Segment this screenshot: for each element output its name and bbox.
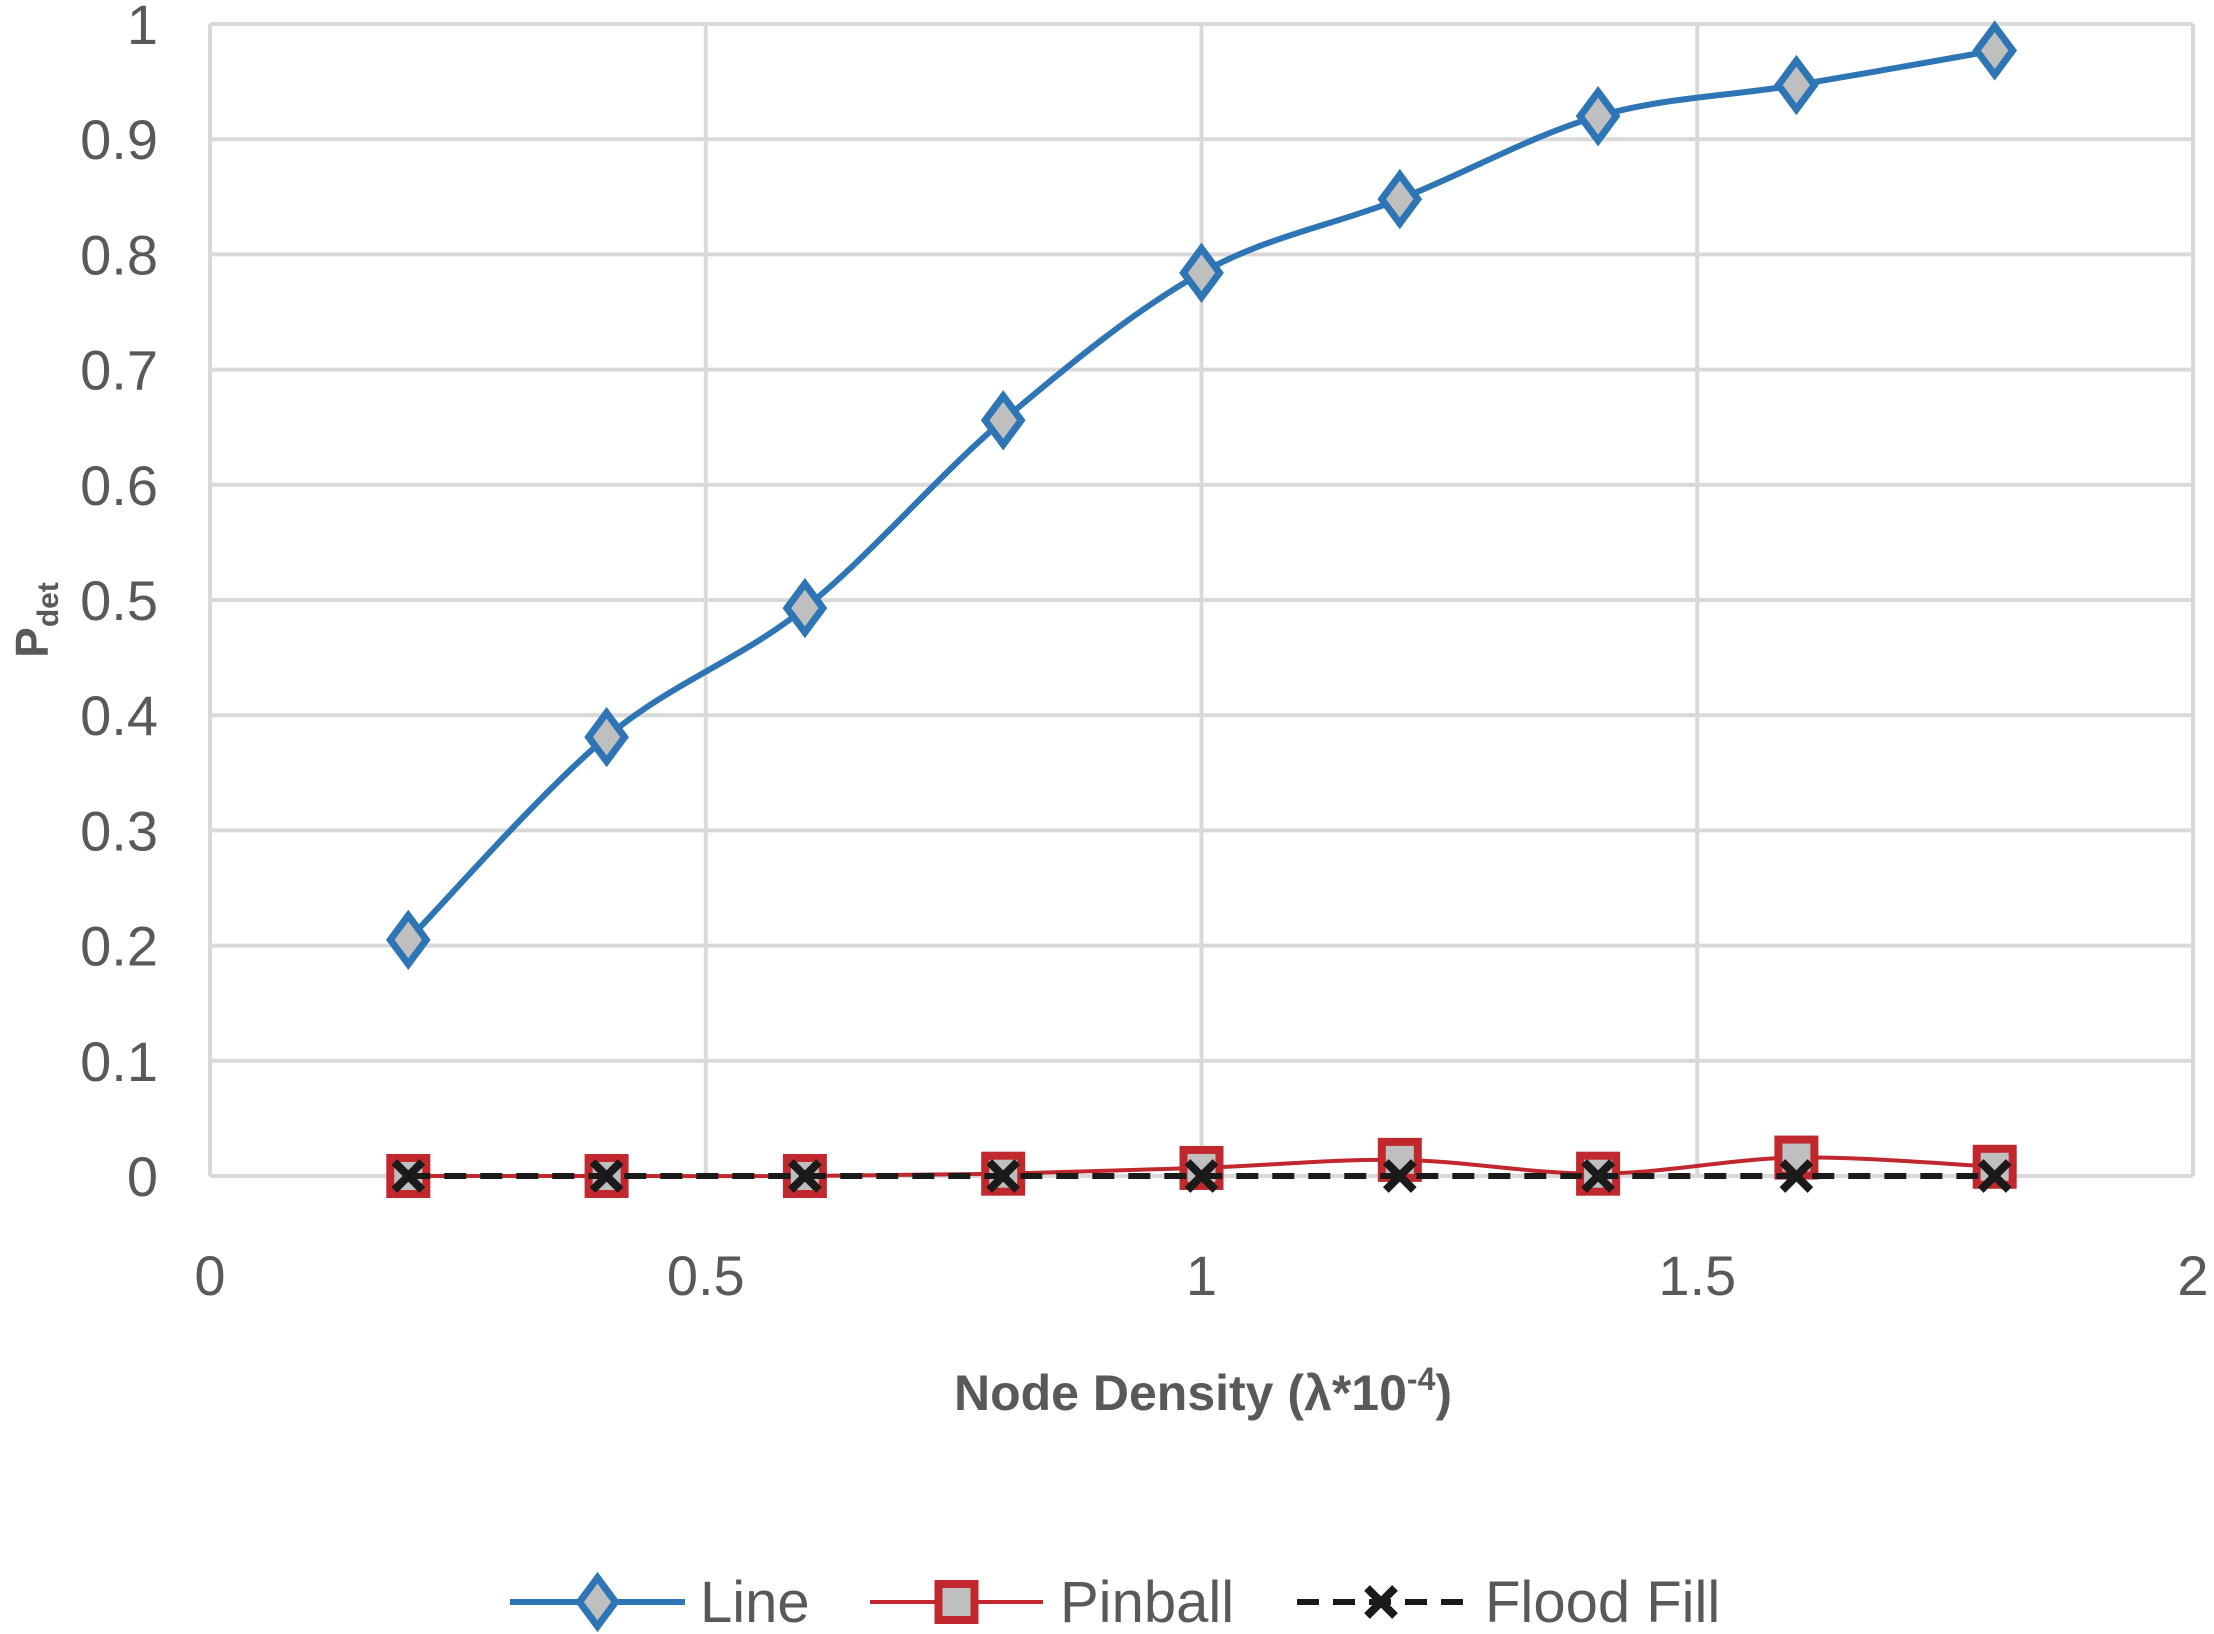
data-point <box>1972 20 2018 81</box>
x-tick-label: 0 <box>194 1244 225 1307</box>
legend-marker <box>934 1580 979 1624</box>
x-axis-ticks: 0 0.5 1 1.5 2 <box>194 1244 2208 1307</box>
series-line <box>385 20 2018 971</box>
x-marker-stroke <box>589 1159 624 1193</box>
data-point <box>1184 1159 1219 1193</box>
legend-item-pinball: Pinball <box>870 1570 1234 1634</box>
y-tick-label: 0.4 <box>80 684 158 747</box>
legend-item-line: Line <box>510 1570 810 1634</box>
data-point <box>1774 1135 1819 1180</box>
x-marker-stroke <box>1382 1159 1417 1193</box>
data-point <box>385 909 431 971</box>
y-tick-label: 0.9 <box>80 108 158 171</box>
x-tick-label: 1.5 <box>1658 1244 1736 1307</box>
x-axis-title-sup: -4 <box>1407 1361 1436 1397</box>
x-marker-stroke <box>1977 1159 2012 1193</box>
y-tick-label: 0.5 <box>80 569 158 632</box>
data-point <box>391 1159 426 1193</box>
data-point <box>986 1159 1021 1193</box>
data-point <box>1581 1159 1615 1193</box>
legend-item-flood-fill: Flood Fill <box>1297 1570 1720 1634</box>
data-point <box>1779 1159 1814 1193</box>
data-point <box>1774 54 1819 116</box>
data-point <box>1179 242 1224 304</box>
data-point <box>1382 1159 1417 1193</box>
data-point <box>1977 1159 2012 1193</box>
y-tick-label: 0.7 <box>80 339 158 402</box>
legend-label: Flood Fill <box>1485 1570 1720 1634</box>
legend-label: Pinball <box>1060 1570 1234 1634</box>
x-marker-stroke <box>391 1159 426 1193</box>
data-point <box>782 577 828 639</box>
y-tick-label: 0 <box>127 1145 158 1208</box>
x-marker-stroke <box>1364 1585 1398 1619</box>
x-marker-stroke <box>1779 1159 1814 1193</box>
y-axis-ticks: 0 0.1 0.2 0.3 0.4 0.5 0.6 0.7 0.8 0.9 1 <box>80 0 158 1208</box>
y-axis-title-main: P <box>6 627 58 658</box>
y-tick-label: 0.6 <box>80 454 158 517</box>
y-tick-label: 0.3 <box>80 799 158 862</box>
y-axis-title: Pdet <box>6 582 65 658</box>
x-marker-stroke <box>986 1159 1021 1193</box>
x-tick-label: 2 <box>2177 1244 2208 1307</box>
y-tick-label: 0.8 <box>80 223 158 286</box>
x-marker-stroke <box>1184 1159 1219 1193</box>
data-point <box>980 390 1026 451</box>
x-marker-stroke <box>1581 1159 1615 1193</box>
series-flood-fill <box>391 1159 2012 1193</box>
y-tick-label: 0.2 <box>80 915 158 978</box>
grid <box>208 22 2195 1178</box>
data-point <box>1575 85 1621 147</box>
legend-marker <box>1364 1585 1398 1619</box>
series-line <box>406 47 1996 942</box>
x-axis-title-main: Node Density (λ*10 <box>954 1365 1407 1421</box>
x-axis-title-close: ) <box>1435 1365 1452 1421</box>
legend-label: Line <box>700 1570 810 1634</box>
x-axis-title: Node Density (λ*10-4) <box>954 1361 1452 1421</box>
y-axis-title-sub: det <box>32 582 65 627</box>
series-pinball <box>386 1135 2017 1198</box>
data-point <box>589 1159 624 1193</box>
x-tick-label: 1 <box>1186 1244 1217 1307</box>
data-point <box>1377 168 1423 230</box>
x-tick-label: 0.5 <box>667 1244 745 1307</box>
legend: Line Pinball Flood Fill <box>510 1570 1720 1634</box>
x-marker-stroke <box>788 1159 822 1193</box>
y-tick-label: 0.1 <box>80 1030 158 1093</box>
series <box>385 20 2018 1198</box>
data-point <box>584 706 629 768</box>
data-point <box>788 1159 822 1193</box>
legend-marker <box>575 1571 620 1633</box>
y-tick-label: 1 <box>127 0 158 56</box>
